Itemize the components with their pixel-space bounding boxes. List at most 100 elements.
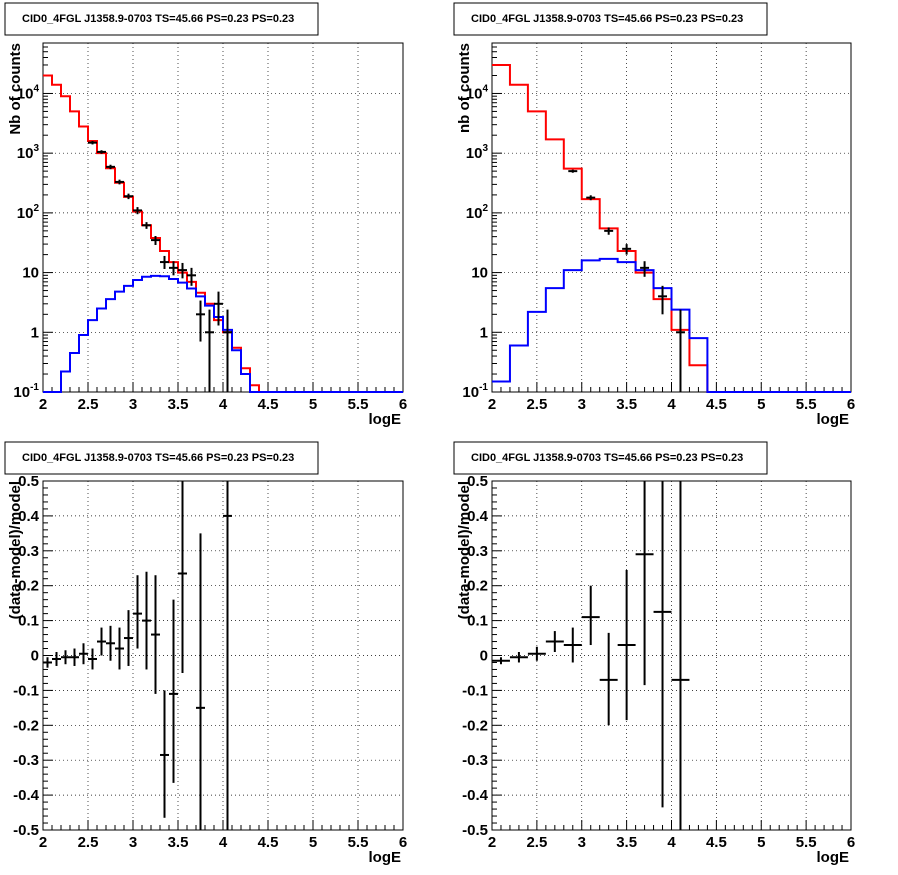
x-axis-label: logE [817, 849, 850, 866]
x-tick-label: 2.5 [526, 834, 547, 851]
y-tick-label: -0.2 [13, 717, 39, 734]
x-tick-label: 4.5 [706, 834, 727, 851]
grid-lines [43, 43, 403, 392]
x-tick-label: 3.5 [168, 396, 189, 413]
y-tick-label: 10 [471, 265, 488, 282]
x-tick-label: 6 [847, 396, 855, 413]
title-box [4, 2, 319, 36]
x-tick-label: 5 [309, 396, 317, 413]
y-tick-label: 10-1 [13, 382, 39, 401]
tick-marks [42, 480, 404, 831]
x-tick-label: 3 [578, 834, 586, 851]
data-points [492, 481, 690, 830]
x-tick-label: 6 [399, 834, 407, 851]
x-tick-label: 5.5 [796, 834, 817, 851]
x-tick-label: 4 [667, 396, 676, 413]
y-tick-label: 103 [466, 143, 489, 162]
chart-panel-3: CID0_4FGL J1358.9-0703 TS=45.66 PS=0.23 … [4, 441, 407, 866]
x-tick-label: 6 [847, 834, 855, 851]
y-axis-label: (data-model)/model [456, 481, 473, 619]
y-tick-label: 102 [466, 203, 489, 222]
y-tick-label: 1 [31, 324, 39, 341]
title-box [4, 441, 319, 475]
x-tick-label: 5 [757, 834, 765, 851]
histogram-series-2 [492, 257, 851, 393]
y-tick-label: 0.4 [18, 508, 40, 525]
y-tick-label: 102 [17, 203, 40, 222]
chart-title: CID0_4FGL J1358.9-0703 TS=45.66 PS=0.23 … [22, 452, 294, 464]
x-tick-label: 2 [488, 834, 496, 851]
y-tick-label: -0.5 [462, 822, 488, 839]
y-tick-label: -0.4 [13, 787, 40, 804]
y-tick-label: 0 [31, 648, 39, 665]
x-tick-label: 3 [578, 396, 586, 413]
x-tick-label: 5 [309, 834, 317, 851]
y-tick-label: -0.4 [462, 787, 489, 804]
y-axis-label: nb of counts [456, 43, 473, 133]
chart-title: CID0_4FGL J1358.9-0703 TS=45.66 PS=0.23 … [471, 13, 743, 25]
x-tick-label: 4 [219, 834, 228, 851]
chart-title: CID0_4FGL J1358.9-0703 TS=45.66 PS=0.23 … [22, 13, 294, 25]
y-axis-label: (data-model)/model [7, 481, 24, 619]
x-tick-label: 2 [39, 834, 47, 851]
tick-marks [491, 480, 852, 831]
x-tick-label: 4.5 [258, 834, 279, 851]
y-axis-label: Nb of counts [7, 43, 24, 135]
y-tick-label: 0.2 [467, 578, 488, 595]
title-box [453, 2, 768, 36]
y-tick-label: 1 [480, 324, 488, 341]
data-points [88, 140, 232, 392]
x-tick-label: 4 [219, 396, 228, 413]
x-tick-label: 2 [39, 396, 47, 413]
x-tick-label: 5 [757, 396, 765, 413]
x-tick-label: 5.5 [348, 396, 369, 413]
y-tick-label: 10-1 [462, 382, 488, 401]
y-tick-label: 0.1 [467, 613, 488, 630]
y-tick-label: 10 [22, 265, 39, 282]
y-tick-label: -0.1 [13, 682, 39, 699]
x-tick-label: 2.5 [78, 834, 99, 851]
y-tick-label: 0.4 [467, 508, 489, 525]
y-tick-label: 0.3 [18, 543, 39, 560]
x-axis-label: logE [817, 411, 850, 428]
x-tick-label: 3 [129, 834, 137, 851]
x-tick-label: 3.5 [616, 396, 637, 413]
y-tick-label: 103 [17, 143, 40, 162]
x-tick-label: 5.5 [796, 396, 817, 413]
chart-panel-4: CID0_4FGL J1358.9-0703 TS=45.66 PS=0.23 … [453, 441, 855, 866]
x-axis-label: logE [369, 411, 402, 428]
histogram-series-1 [492, 63, 851, 393]
chart-title: CID0_4FGL J1358.9-0703 TS=45.66 PS=0.23 … [471, 452, 743, 464]
y-tick-label: -0.1 [462, 682, 488, 699]
x-axis-label: logE [369, 849, 402, 866]
y-tick-label: -0.3 [13, 752, 39, 769]
x-tick-label: 2.5 [526, 396, 547, 413]
data-points [568, 169, 685, 392]
y-tick-label: 0 [480, 648, 488, 665]
y-tick-label: -0.3 [462, 752, 488, 769]
histogram-series-1 [43, 74, 403, 393]
histogram-series-2 [43, 274, 403, 393]
chart-panel-2: CID0_4FGL J1358.9-0703 TS=45.66 PS=0.23 … [453, 2, 855, 428]
y-tick-label: 0.1 [18, 613, 39, 630]
x-tick-label: 2 [488, 396, 496, 413]
y-tick-label: 0.2 [18, 578, 39, 595]
x-tick-label: 3.5 [616, 834, 637, 851]
grid-lines [492, 43, 851, 392]
x-tick-label: 4.5 [706, 396, 727, 413]
x-tick-label: 4.5 [258, 396, 279, 413]
x-tick-label: 2.5 [78, 396, 99, 413]
x-tick-label: 4 [667, 834, 676, 851]
y-tick-label: -0.5 [13, 822, 39, 839]
x-tick-label: 3 [129, 396, 137, 413]
title-box [453, 441, 768, 475]
x-tick-label: 3.5 [168, 834, 189, 851]
grid-lines [492, 481, 851, 830]
data-points [43, 481, 232, 830]
y-tick-label: 0.3 [467, 543, 488, 560]
y-tick-label: 104 [17, 83, 40, 102]
x-tick-label: 5.5 [348, 834, 369, 851]
chart-panel-1: CID0_4FGL J1358.9-0703 TS=45.66 PS=0.23 … [4, 2, 407, 428]
x-tick-label: 6 [399, 396, 407, 413]
